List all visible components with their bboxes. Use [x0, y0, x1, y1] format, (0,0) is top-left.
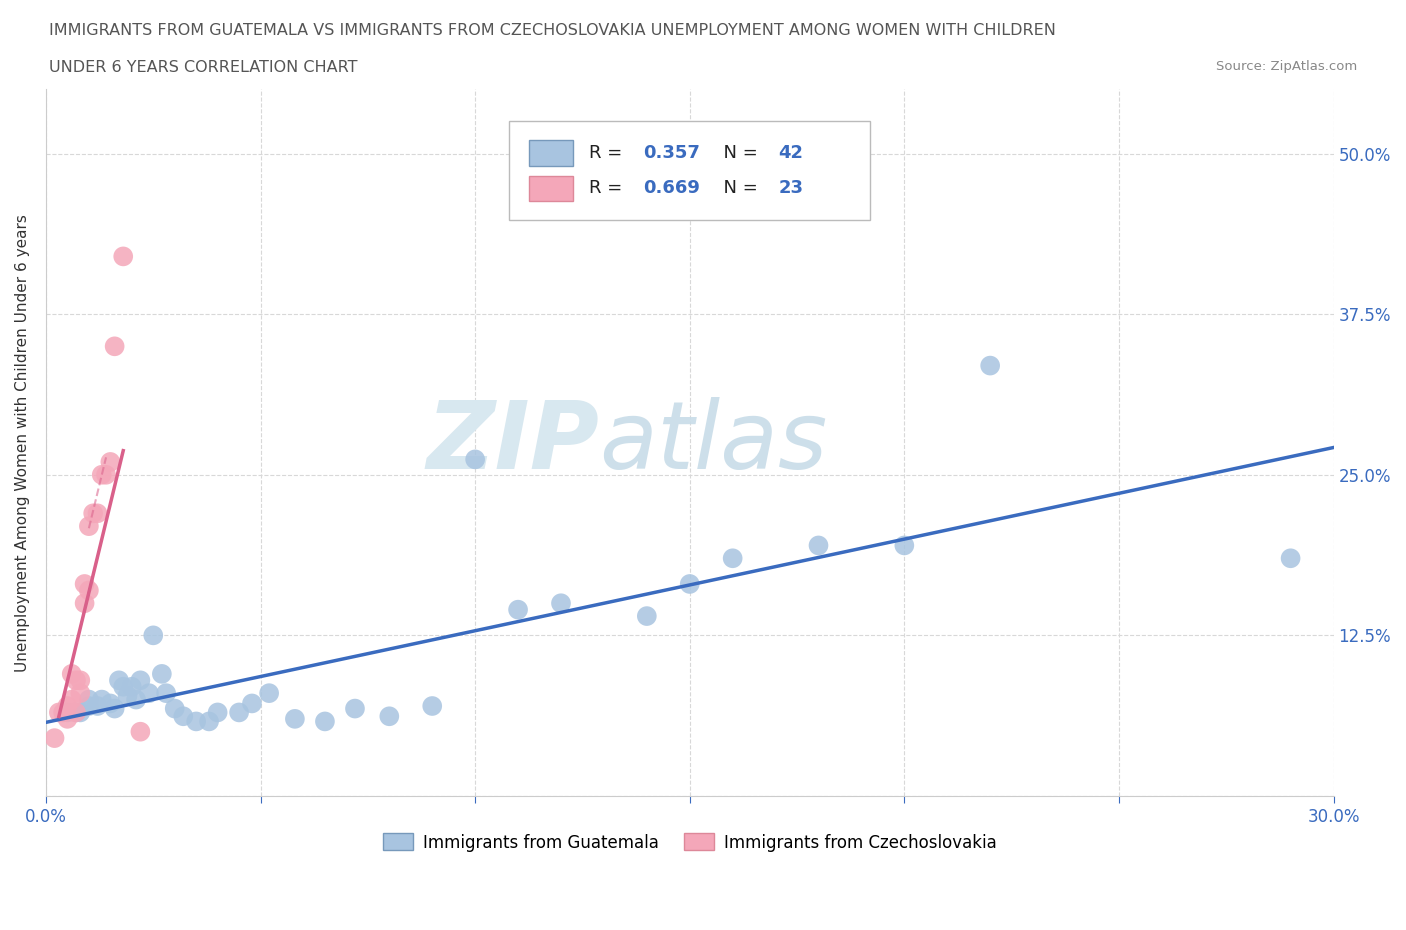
Point — [69, 685, 91, 700]
Text: IMMIGRANTS FROM GUATEMALA VS IMMIGRANTS FROM CZECHOSLOVAKIA UNEMPLOYMENT AMONG W: IMMIGRANTS FROM GUATEMALA VS IMMIGRANTS … — [49, 23, 1056, 38]
Text: 0.669: 0.669 — [644, 179, 700, 197]
Point — [129, 724, 152, 739]
Point — [112, 679, 135, 694]
Point — [142, 628, 165, 643]
Point — [86, 506, 108, 521]
Point — [104, 701, 127, 716]
Point — [464, 452, 486, 467]
Point — [636, 608, 658, 623]
Point — [69, 673, 91, 688]
Point — [82, 506, 104, 521]
Point — [198, 714, 221, 729]
Point — [94, 468, 117, 483]
Point — [90, 692, 112, 707]
Point — [44, 731, 66, 746]
Point — [979, 358, 1001, 373]
Point — [117, 688, 139, 703]
FancyBboxPatch shape — [529, 140, 572, 166]
Point — [121, 679, 143, 694]
Point — [314, 714, 336, 729]
Text: N =: N = — [711, 179, 763, 197]
Text: R =: R = — [589, 144, 628, 162]
Text: 42: 42 — [779, 144, 804, 162]
Point — [104, 339, 127, 353]
Text: R =: R = — [589, 179, 628, 197]
Point — [73, 596, 96, 611]
Point — [65, 705, 87, 720]
Point — [90, 468, 112, 483]
Point — [807, 538, 830, 552]
Text: atlas: atlas — [599, 397, 828, 488]
Point — [77, 692, 100, 707]
Point — [56, 698, 79, 713]
FancyBboxPatch shape — [509, 121, 870, 220]
Point — [163, 701, 186, 716]
Point — [207, 705, 229, 720]
Point — [129, 673, 152, 688]
Point — [138, 685, 160, 700]
Point — [65, 705, 87, 720]
Legend: Immigrants from Guatemala, Immigrants from Czechoslovakia: Immigrants from Guatemala, Immigrants fr… — [377, 827, 1004, 858]
Point — [65, 673, 87, 688]
Point — [86, 698, 108, 713]
Point — [343, 701, 366, 716]
Point — [228, 705, 250, 720]
Point — [150, 667, 173, 682]
Point — [186, 714, 208, 729]
Text: ZIP: ZIP — [427, 397, 599, 488]
Point — [1279, 551, 1302, 565]
Text: 23: 23 — [779, 179, 804, 197]
Point — [77, 583, 100, 598]
Point — [108, 673, 131, 688]
Point — [98, 696, 121, 711]
Point — [893, 538, 915, 552]
Point — [56, 711, 79, 726]
Point — [284, 711, 307, 726]
Point — [60, 667, 83, 682]
Point — [550, 596, 572, 611]
Point — [506, 603, 529, 618]
Y-axis label: Unemployment Among Women with Children Under 6 years: Unemployment Among Women with Children U… — [15, 214, 30, 671]
Text: UNDER 6 YEARS CORRELATION CHART: UNDER 6 YEARS CORRELATION CHART — [49, 60, 357, 75]
Point — [112, 249, 135, 264]
FancyBboxPatch shape — [529, 176, 572, 201]
Point — [98, 455, 121, 470]
Point — [679, 577, 702, 591]
Point — [257, 685, 280, 700]
Text: 0.357: 0.357 — [644, 144, 700, 162]
Text: Source: ZipAtlas.com: Source: ZipAtlas.com — [1216, 60, 1357, 73]
Text: N =: N = — [711, 144, 763, 162]
Point — [60, 692, 83, 707]
Point — [721, 551, 744, 565]
Point — [77, 698, 100, 713]
Point — [77, 519, 100, 534]
Point — [155, 685, 177, 700]
Point — [125, 692, 148, 707]
Point — [420, 698, 443, 713]
Point — [48, 705, 70, 720]
Point — [172, 709, 194, 724]
Point — [52, 705, 75, 720]
Point — [56, 705, 79, 720]
Point — [378, 709, 401, 724]
Point — [240, 696, 263, 711]
Point — [69, 705, 91, 720]
Point — [73, 577, 96, 591]
